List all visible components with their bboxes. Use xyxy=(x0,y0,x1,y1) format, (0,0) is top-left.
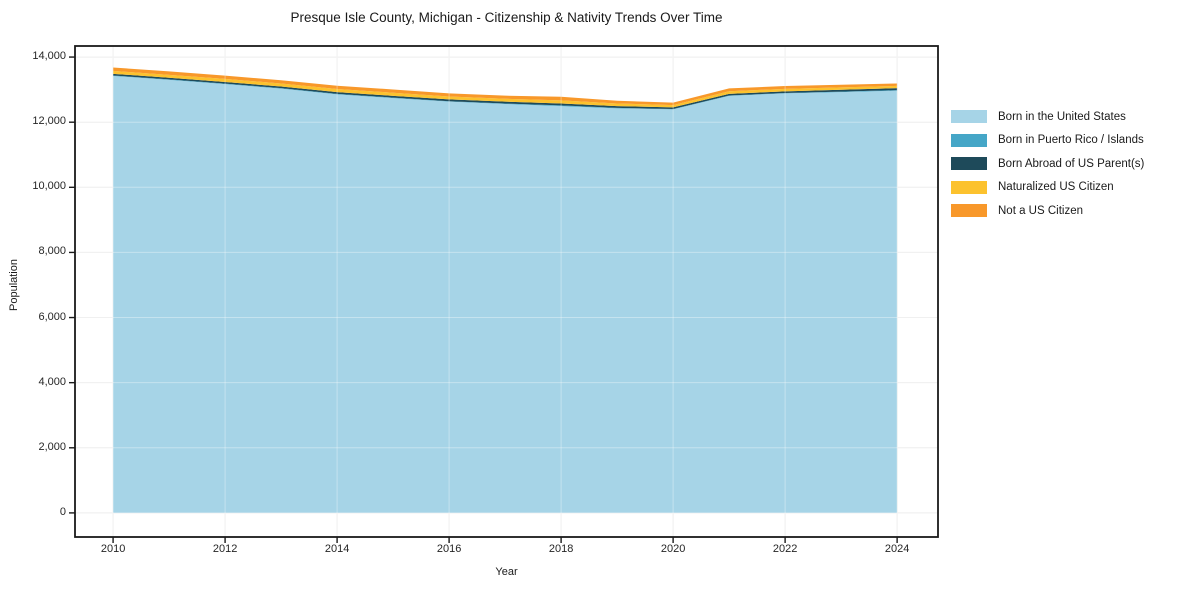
legend-label: Naturalized US Citizen xyxy=(998,181,1114,194)
legend-swatch-icon xyxy=(951,180,987,194)
x-tick-label: 2010 xyxy=(100,543,126,555)
y-tick-label: 2,000 xyxy=(38,440,66,453)
legend-item: Born in the United States xyxy=(951,105,1144,129)
legend-item: Born Abroad of US Parent(s) xyxy=(951,152,1144,176)
y-tick-label: 0 xyxy=(59,505,66,518)
x-tick-label: 2024 xyxy=(884,543,910,555)
chart-title: Presque Isle County, Michigan - Citizens… xyxy=(290,10,723,25)
x-tick-label: 2012 xyxy=(212,543,238,555)
legend-label: Born in the United States xyxy=(998,110,1126,123)
y-tick-label: 6,000 xyxy=(38,310,66,323)
legend-swatch-icon xyxy=(951,157,987,171)
legend-item: Naturalized US Citizen xyxy=(951,176,1144,200)
legend-label: Not a US Citizen xyxy=(998,204,1084,217)
legend-swatch-icon xyxy=(951,133,987,147)
area-series xyxy=(113,67,898,106)
legend-item: Not a US Citizen xyxy=(951,199,1144,223)
x-tick-label: 2018 xyxy=(548,543,574,555)
area-series xyxy=(113,75,898,513)
y-tick-label: 14,000 xyxy=(32,50,66,63)
y-tick-label: 12,000 xyxy=(32,115,66,128)
legend-label: Born Abroad of US Parent(s) xyxy=(998,157,1145,170)
y-tick-label: 4,000 xyxy=(38,375,66,388)
x-tick-label: 2014 xyxy=(324,543,350,555)
x-tick-label: 2016 xyxy=(436,543,462,555)
area-series xyxy=(113,73,898,109)
legend-swatch-icon xyxy=(951,204,987,218)
y-tick-label: 8,000 xyxy=(38,245,66,258)
x-tick-label: 2022 xyxy=(772,543,798,555)
x-axis-label: Year xyxy=(495,566,518,578)
legend-item: Born in Puerto Rico / Islands xyxy=(951,129,1144,153)
y-tick-label: 10,000 xyxy=(32,180,66,193)
plot-frame xyxy=(74,45,939,538)
x-tick-label: 2020 xyxy=(660,543,686,555)
area-series xyxy=(113,70,898,108)
legend-label: Born in Puerto Rico / Islands xyxy=(998,134,1144,147)
plot-area xyxy=(69,45,939,543)
y-axis-label: Population xyxy=(8,259,20,311)
legend: Born in the United States Born in Puerto … xyxy=(951,105,1144,223)
legend-swatch-icon xyxy=(951,110,987,124)
